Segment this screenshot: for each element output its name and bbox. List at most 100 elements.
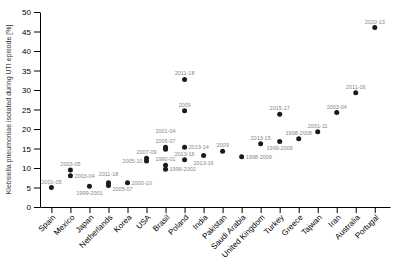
tick-mark bbox=[34, 188, 40, 189]
point-label: 2009 bbox=[216, 142, 228, 148]
tick: 0 bbox=[27, 203, 40, 212]
tick-mark bbox=[34, 149, 40, 150]
point-label: 2001-05 bbox=[41, 179, 61, 185]
tick: 40 bbox=[22, 47, 40, 56]
tick-label: 35 bbox=[22, 67, 31, 76]
tick-label: Korea bbox=[112, 213, 134, 235]
tick-label: 50 bbox=[22, 8, 31, 17]
tick-mark bbox=[108, 207, 109, 213]
point bbox=[163, 163, 168, 168]
tick-mark bbox=[299, 207, 300, 213]
tick-label: USA bbox=[135, 212, 153, 230]
x-axis: SpainMexicoJapanNetherlandsKoreaUSABrasi… bbox=[37, 207, 391, 260]
tick-mark bbox=[166, 207, 167, 213]
point bbox=[334, 110, 339, 115]
point-label: 1998-2008 bbox=[286, 130, 312, 136]
tick: 25 bbox=[22, 106, 40, 115]
tick-mark bbox=[89, 207, 90, 213]
tick-mark bbox=[147, 207, 148, 213]
tick: United Kingdom bbox=[220, 207, 267, 260]
tick: 50 bbox=[22, 8, 40, 17]
tick-mark bbox=[34, 32, 40, 33]
point bbox=[239, 154, 244, 159]
tick-label: 40 bbox=[22, 47, 31, 56]
point-label: 2003-04 bbox=[327, 104, 347, 110]
tick-mark bbox=[34, 110, 40, 111]
point-label: 2001-04 bbox=[155, 128, 175, 134]
tick-label: Poland bbox=[167, 213, 191, 237]
point bbox=[68, 173, 73, 178]
tick-mark bbox=[34, 90, 40, 91]
tick: Portugal bbox=[353, 207, 381, 240]
point bbox=[87, 184, 92, 189]
tick-label: United Kingdom bbox=[220, 213, 267, 260]
point-label: 2013-15 bbox=[251, 135, 271, 141]
point bbox=[163, 147, 168, 152]
tick-label: Tajwan bbox=[300, 213, 324, 237]
tick-label: Portugal bbox=[353, 213, 381, 241]
point bbox=[372, 25, 377, 30]
tick: 35 bbox=[22, 67, 40, 76]
point bbox=[201, 153, 206, 158]
tick: Iran bbox=[327, 207, 343, 229]
point-label: 2015-17 bbox=[270, 105, 290, 111]
point bbox=[315, 129, 320, 134]
points bbox=[49, 25, 377, 190]
tick-mark bbox=[34, 129, 40, 130]
tick-label: Netherlands bbox=[78, 213, 115, 250]
tick: 20 bbox=[22, 125, 40, 134]
point-label: 2001-11 bbox=[308, 123, 328, 129]
tick-mark bbox=[34, 207, 40, 208]
tick-label: 25 bbox=[22, 106, 31, 115]
point-label: 2011-18 bbox=[175, 70, 195, 76]
tick-label: 5 bbox=[27, 184, 32, 193]
point-labels: 2001-05 2003-05 2003-04 1999-2001 2011-18 200… bbox=[41, 19, 385, 197]
tick-mark bbox=[337, 207, 338, 213]
tick-mark bbox=[223, 207, 224, 213]
tick-mark bbox=[70, 207, 71, 213]
tick: 15 bbox=[22, 145, 40, 154]
point-label: 2005-10 bbox=[122, 158, 142, 164]
tick-mark bbox=[242, 207, 243, 213]
y-axis: 05101520253035404550 bbox=[22, 8, 40, 212]
tick-mark bbox=[204, 207, 205, 213]
point-label: 1990-01 bbox=[155, 156, 175, 162]
axis-title: Klebsiella pneumoniae isolated during UT… bbox=[5, 25, 13, 195]
tick: Tajwan bbox=[300, 207, 324, 237]
tick-mark bbox=[34, 168, 40, 169]
point bbox=[277, 139, 282, 144]
tick-mark bbox=[375, 207, 376, 213]
tick: Mexico bbox=[52, 207, 77, 237]
point bbox=[182, 77, 187, 82]
point-label: 2006-07 bbox=[155, 138, 175, 144]
tick-mark bbox=[261, 207, 262, 213]
point bbox=[49, 185, 54, 190]
tick-label: 10 bbox=[22, 164, 31, 173]
point bbox=[125, 180, 130, 185]
point-label: 2020-13 bbox=[365, 19, 385, 25]
point-label: 1999-2006 bbox=[267, 145, 293, 151]
tick-mark bbox=[128, 207, 129, 213]
point bbox=[258, 141, 263, 146]
point bbox=[353, 90, 358, 95]
tick-mark bbox=[34, 51, 40, 52]
tick-mark bbox=[318, 207, 319, 213]
point bbox=[277, 112, 282, 117]
point-label: 2011-18 bbox=[99, 171, 119, 177]
point-label: 2013-14 bbox=[189, 144, 209, 150]
point-label: 2009 bbox=[178, 102, 190, 108]
point-label: 2003-04 bbox=[74, 173, 94, 179]
point bbox=[220, 149, 225, 154]
point-label: 2005-07 bbox=[112, 186, 132, 192]
tick-mark bbox=[51, 207, 52, 213]
point bbox=[182, 108, 187, 113]
tick: 45 bbox=[22, 28, 40, 37]
point-label: 2003-05 bbox=[60, 161, 80, 167]
point bbox=[182, 157, 187, 162]
point-label: 2013-16 bbox=[193, 160, 213, 166]
tick-mark bbox=[34, 71, 40, 72]
point-label: 1999-2001 bbox=[76, 190, 102, 196]
axis-line bbox=[41, 207, 391, 208]
tick-mark bbox=[356, 207, 357, 213]
point-label: 1998-2009 bbox=[246, 154, 272, 160]
